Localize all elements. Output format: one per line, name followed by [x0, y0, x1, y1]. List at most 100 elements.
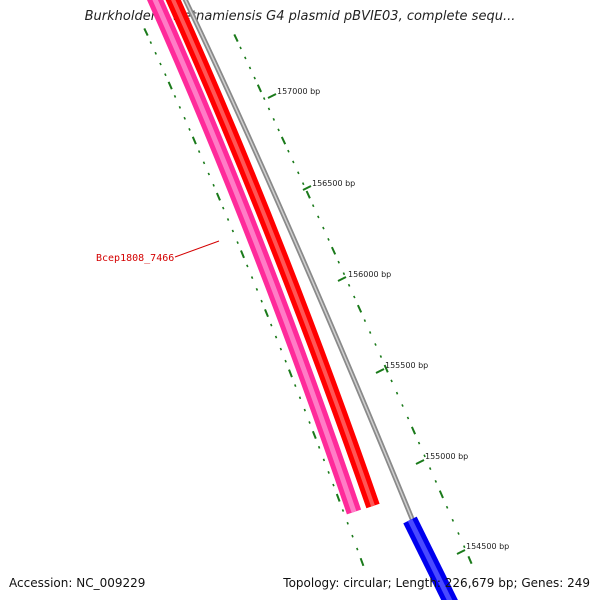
outer-tick — [311, 430, 317, 439]
scale-tick — [322, 226, 325, 230]
gene-blue-shine — [407, 518, 453, 600]
accession-text: Accession: NC_009229 — [9, 576, 146, 590]
scale-tick — [356, 304, 363, 313]
scale-tick — [410, 426, 417, 435]
outer-tick — [356, 547, 359, 551]
outer-tick — [167, 81, 173, 90]
gene-label-bcep1808-7466[interactable]: Bcep1808_7466 — [96, 253, 174, 264]
gene-bcep1808-7466[interactable] — [147, 0, 362, 515]
scale-tick — [262, 97, 266, 101]
outer-tick — [346, 521, 349, 525]
outer-tick — [246, 264, 249, 268]
outer-tick — [143, 27, 149, 37]
outer-tick — [274, 335, 278, 339]
outer-tick — [159, 62, 162, 66]
outer-tick — [279, 347, 283, 351]
outer-tick — [341, 509, 345, 512]
outer-tick — [317, 445, 321, 449]
outer-tick — [359, 557, 365, 567]
scale-tick — [311, 204, 315, 208]
outer-tick — [215, 192, 221, 201]
scale-tick — [233, 33, 239, 43]
outer-tick — [255, 287, 259, 291]
gene-label-leader — [174, 240, 220, 258]
gene-red-shine — [171, 0, 375, 507]
outer-tick — [303, 408, 306, 412]
scale-tick — [277, 128, 280, 132]
outer-tick — [284, 359, 287, 363]
scale-tick — [272, 117, 276, 121]
scale-tick-label: 155500 bp — [385, 361, 428, 370]
outer-tick — [308, 421, 311, 424]
outer-tick — [164, 73, 167, 77]
scale-tick — [305, 190, 311, 199]
outer-tick — [335, 493, 341, 502]
outer-tick — [212, 183, 215, 187]
outer-tick — [197, 150, 201, 154]
scale-tick-label: 156000 bp — [348, 270, 391, 279]
scale-tick — [327, 237, 330, 241]
scale-major-tick — [415, 459, 425, 465]
scale-tick — [244, 56, 247, 60]
scale-tick — [239, 46, 242, 50]
scale-tick — [463, 545, 466, 549]
scale-tick — [434, 479, 438, 483]
outer-tick — [270, 323, 273, 327]
scale-tick — [363, 319, 367, 323]
scale-tick — [267, 107, 271, 111]
outer-tick — [327, 471, 330, 474]
outer-tick — [183, 116, 186, 120]
scale-tick — [401, 404, 404, 407]
outer-tick — [188, 127, 191, 131]
scale-tick — [297, 171, 300, 175]
outer-tick — [202, 161, 206, 165]
scale-tick — [379, 355, 383, 358]
scale-tick — [467, 555, 473, 565]
scale-tick — [287, 149, 290, 153]
scale-major-tick — [267, 93, 277, 99]
scale-tick — [383, 364, 389, 373]
outer-tick — [250, 276, 254, 280]
outer-tick — [260, 299, 263, 303]
backbone-arc-highlight — [184, 0, 446, 600]
outer-tick — [298, 396, 302, 400]
outer-tick — [322, 458, 326, 462]
scale-tick — [417, 441, 421, 445]
scale-tick-label: 154500 bp — [466, 542, 509, 551]
outer-tick — [240, 250, 245, 259]
outer-tick — [222, 206, 225, 210]
outer-tick — [154, 51, 157, 55]
outer-tick — [332, 483, 335, 487]
scale-tick — [248, 66, 252, 70]
outer-tick — [351, 534, 354, 538]
scale-tick — [347, 283, 351, 287]
scale-tick — [301, 182, 305, 186]
outer-tick — [178, 105, 182, 109]
outer-tick — [149, 41, 153, 45]
scale-tick-label: 156500 bp — [312, 179, 355, 188]
scale-tick — [438, 490, 444, 499]
gene-red[interactable] — [165, 0, 380, 509]
scale-tick-label: 157000 bp — [277, 87, 320, 96]
outer-tick — [264, 309, 269, 318]
scale-tick — [451, 518, 455, 522]
scale-tick-marks — [233, 33, 473, 565]
outer-tick — [191, 136, 197, 145]
outer-tick — [236, 241, 239, 245]
scale-tick — [445, 505, 449, 509]
map-summary-text: Topology: circular; Length: 226,679 bp; … — [283, 576, 590, 590]
outer-tick — [288, 369, 293, 378]
scale-tick — [317, 215, 320, 219]
scale-tick — [256, 84, 263, 93]
scale-tick — [368, 331, 372, 334]
scale-major-tick — [456, 549, 466, 555]
scale-tick — [428, 467, 432, 471]
outer-tick — [173, 94, 177, 98]
scale-tick — [330, 246, 337, 255]
outer-tick — [207, 172, 211, 176]
outer-tick — [294, 384, 297, 387]
scale-tick — [253, 76, 256, 80]
scale-tick — [337, 260, 340, 264]
